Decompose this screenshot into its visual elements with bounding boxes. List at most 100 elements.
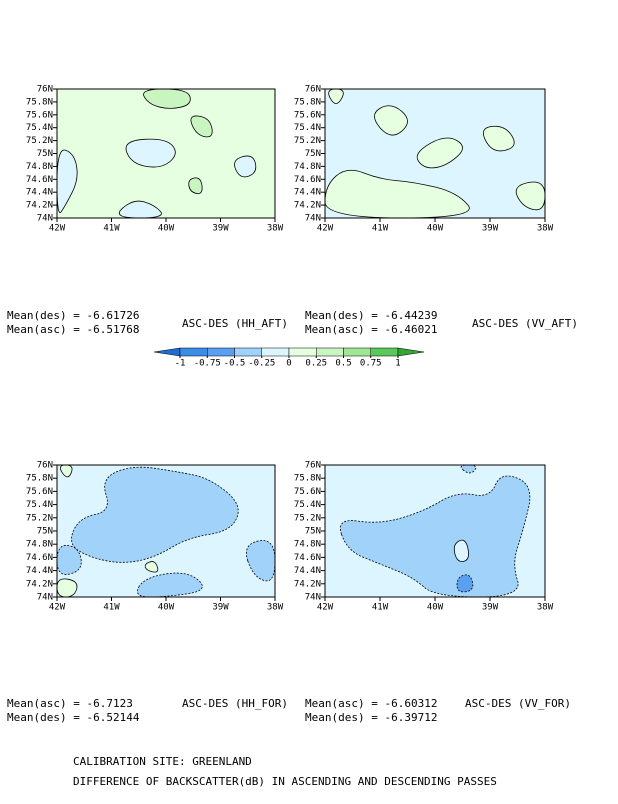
y-tick-label: 74N — [37, 593, 53, 603]
y-tick-label: 75N — [305, 527, 321, 537]
colorbar-segment — [288, 347, 317, 357]
x-tick-label: 39W — [212, 224, 229, 234]
contour-field — [57, 465, 275, 597]
x-tick-label: 38W — [537, 603, 554, 613]
contour-fill — [57, 149, 78, 213]
contour-fill — [460, 465, 477, 474]
caption-line: DIFFERENCE OF BACKSCATTER(dB) IN ASCENDI… — [73, 775, 497, 788]
contour-field — [325, 465, 545, 597]
x-tick-label: 40W — [427, 603, 444, 613]
mean-annotation: Mean(asc) = -6.7123 — [7, 697, 133, 710]
colorbar-segment — [343, 347, 371, 357]
y-tick-label: 75.8N — [294, 97, 321, 107]
colorbar-label: 0.75 — [360, 359, 382, 369]
y-tick-label: 74.6N — [26, 175, 53, 185]
contour-fill — [57, 545, 82, 575]
y-tick-label: 75.2N — [294, 513, 321, 523]
y-tick-label: 74.4N — [26, 566, 53, 576]
y-tick-label: 74.2N — [26, 579, 53, 589]
colorbar-label: -0.75 — [194, 359, 221, 369]
x-tick-label: 41W — [103, 224, 120, 234]
y-tick-label: 75.4N — [294, 123, 321, 133]
contour-fill — [125, 138, 176, 168]
mean-annotation: Mean(asc) = -6.46021 — [305, 323, 437, 336]
colorbar-label: 1 — [395, 359, 400, 369]
y-tick-label: 74.4N — [294, 566, 321, 576]
y-tick-label: 74.4N — [294, 188, 321, 198]
x-tick-label: 41W — [372, 603, 389, 613]
y-tick-label: 74.4N — [26, 188, 53, 198]
contour-fill — [245, 540, 275, 582]
colorbar-label: 0.25 — [305, 359, 327, 369]
panel-label: ASC-DES (HH_FOR) — [182, 697, 288, 710]
y-tick-label: 75.4N — [26, 500, 53, 510]
y-tick-label: 76N — [37, 85, 53, 95]
y-tick-label: 75.2N — [26, 136, 53, 146]
x-tick-label: 38W — [267, 603, 284, 613]
y-tick-label: 76N — [305, 461, 321, 471]
panel-label: ASC-DES (HH_AFT) — [182, 317, 288, 330]
y-tick-label: 75.8N — [294, 474, 321, 484]
x-tick-label: 42W — [49, 224, 66, 234]
x-tick-label: 40W — [158, 603, 175, 613]
panel-label: ASC-DES (VV_FOR) — [465, 697, 571, 710]
contour-fill — [234, 155, 257, 178]
colorbar-segment — [370, 347, 399, 357]
colorbar-label: 0 — [286, 359, 291, 369]
colorbar-segment — [234, 347, 262, 357]
y-tick-label: 75.8N — [26, 97, 53, 107]
mean-annotation: Mean(des) = -6.44239 — [305, 309, 437, 322]
x-tick-label: 42W — [317, 603, 334, 613]
y-tick-label: 75.4N — [26, 123, 53, 133]
contour-fill — [416, 137, 463, 169]
y-tick-label: 75.6N — [294, 487, 321, 497]
colorbar-end — [397, 347, 425, 357]
y-tick-label: 75.8N — [26, 474, 53, 484]
y-tick-label: 74N — [37, 214, 53, 224]
contour-fill — [59, 465, 73, 478]
y-tick-label: 76N — [37, 461, 53, 471]
y-tick-label: 75.4N — [294, 500, 321, 510]
y-tick-label: 74.2N — [294, 201, 321, 211]
mean-annotation: Mean(asc) = -6.51768 — [7, 323, 139, 336]
x-tick-label: 41W — [372, 224, 389, 234]
y-tick-label: 74.2N — [26, 201, 53, 211]
contour-field — [57, 89, 275, 218]
y-tick-label: 74N — [305, 593, 321, 603]
mean-annotation: Mean(des) = -6.61726 — [7, 309, 139, 322]
x-tick-label: 42W — [317, 224, 334, 234]
colorbar-segment — [316, 347, 344, 357]
y-tick-label: 74.6N — [26, 553, 53, 563]
y-tick-label: 74.8N — [294, 162, 321, 172]
caption-line: CALIBRATION SITE: GREENLAND — [73, 755, 252, 768]
contour-fill — [57, 578, 78, 597]
contour-fill — [483, 125, 515, 152]
colorbar-segment — [207, 347, 235, 357]
y-tick-label: 75N — [305, 149, 321, 159]
colorbar-segment — [261, 347, 290, 357]
colorbar-label: -1 — [175, 359, 186, 369]
y-tick-label: 75.6N — [26, 110, 53, 120]
y-tick-label: 75N — [37, 527, 53, 537]
y-tick-label: 74.2N — [294, 579, 321, 589]
contour-fill — [340, 475, 531, 597]
contour-fill — [188, 177, 203, 195]
panel-label: ASC-DES (VV_AFT) — [472, 317, 578, 330]
contour-fill — [374, 105, 408, 136]
contour-fill — [456, 574, 474, 593]
contour-field — [325, 89, 545, 218]
contour-fill — [328, 89, 344, 104]
y-tick-label: 74.8N — [26, 162, 53, 172]
x-tick-label: 39W — [212, 603, 229, 613]
mean-annotation: Mean(des) = -6.52144 — [7, 711, 140, 724]
x-tick-label: 38W — [537, 224, 554, 234]
x-tick-label: 41W — [103, 603, 120, 613]
y-tick-label: 74.6N — [294, 175, 321, 185]
y-tick-label: 75.2N — [294, 136, 321, 146]
contour-fill — [515, 181, 545, 211]
colorbar-segment — [179, 347, 208, 357]
y-tick-label: 75.6N — [294, 110, 321, 120]
y-tick-label: 74.8N — [26, 540, 53, 550]
x-tick-label: 42W — [49, 603, 66, 613]
